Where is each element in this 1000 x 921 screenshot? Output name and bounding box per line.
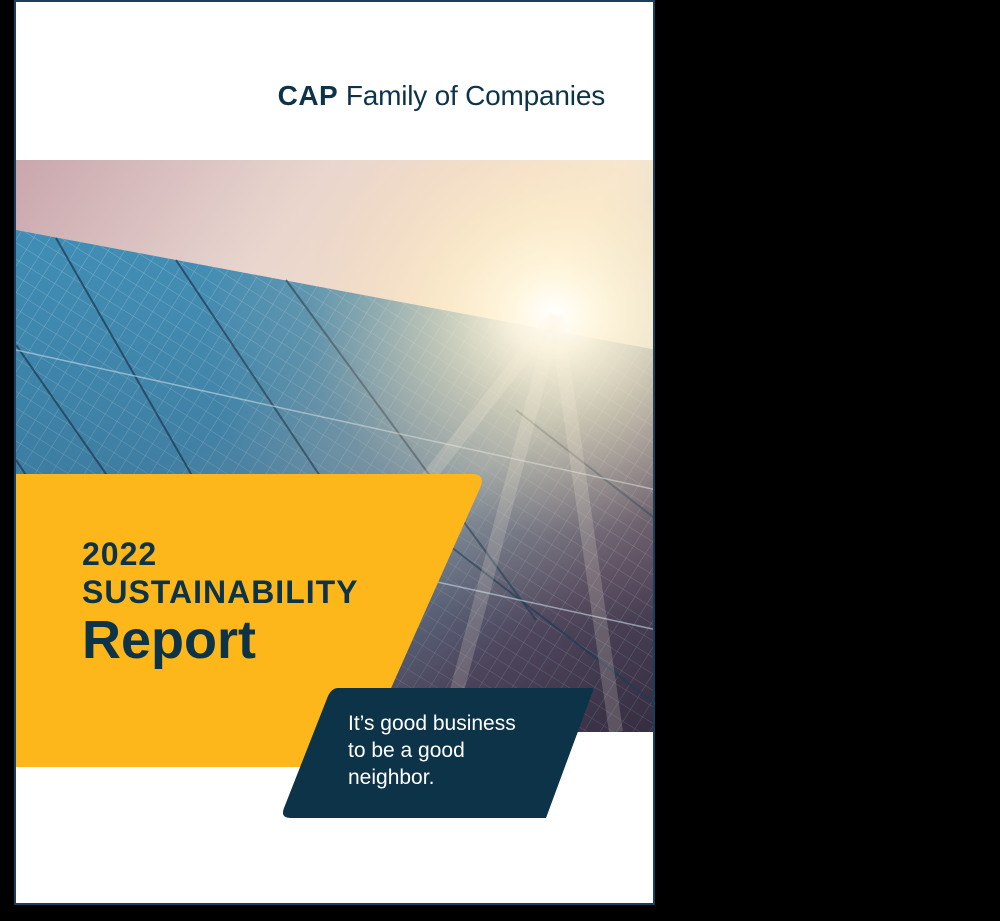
tagline-text: It’s good business to be a good neighbor… xyxy=(348,710,568,791)
tagline-line-3: neighbor. xyxy=(348,766,435,789)
report-title-report: Report xyxy=(82,610,256,670)
report-title-sustainability: SUSTAINABILITY xyxy=(82,574,359,610)
report-year: 2022 xyxy=(82,536,158,572)
tagline-line-1: It’s good business xyxy=(348,712,516,735)
report-cover-page: CAP Family of Companies xyxy=(14,0,655,905)
brand-logo-bold: CAP xyxy=(277,80,339,111)
brand-logo-text: Family of Companies xyxy=(345,80,605,111)
brand-logo: CAP Family of Companies xyxy=(16,80,653,112)
report-title: 2022 SUSTAINABILITY Report xyxy=(82,535,359,669)
tagline-line-2: to be a good xyxy=(348,739,465,762)
